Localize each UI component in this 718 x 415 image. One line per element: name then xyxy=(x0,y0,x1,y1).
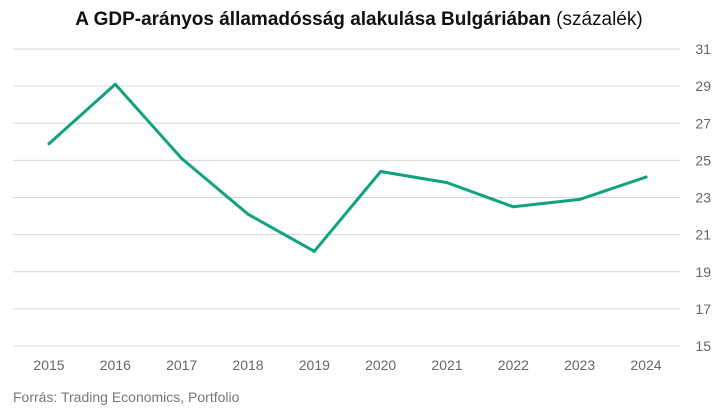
y-tick-label: 29 xyxy=(695,78,711,94)
chart-title-main: A GDP-arányos államadósság alakulása Bul… xyxy=(75,9,551,30)
x-tick-label: 2021 xyxy=(431,357,462,373)
x-tick-label: 2024 xyxy=(630,357,661,373)
y-tick-label: 21 xyxy=(695,227,711,243)
y-tick-label: 23 xyxy=(695,190,711,206)
x-axis-ticks: 2015 2016 2017 2018 2019 2020 2021 2022 2023 2024 xyxy=(33,357,661,373)
x-tick-label: 2022 xyxy=(498,357,529,373)
source-note: Forrás: Trading Economics, Portfolio xyxy=(13,389,240,405)
data-point-2021 xyxy=(445,181,449,185)
y-tick-label: 31 xyxy=(695,41,711,57)
x-tick-label: 2019 xyxy=(299,357,330,373)
data-point-2018 xyxy=(246,212,250,216)
y-tick-label: 17 xyxy=(695,301,711,317)
series-line-0 xyxy=(47,82,648,253)
x-tick-label: 2023 xyxy=(564,357,595,373)
data-point-2015 xyxy=(47,142,51,146)
data-point-2016 xyxy=(113,82,117,86)
y-tick-label: 27 xyxy=(695,115,711,131)
data-point-2017 xyxy=(180,157,184,161)
chart-title: A GDP-arányos államadósság alakulása Bul… xyxy=(0,7,718,33)
y-tick-label: 19 xyxy=(695,264,711,280)
series-layer xyxy=(47,82,648,253)
x-tick-label: 2015 xyxy=(33,357,64,373)
y-tick-label: 15 xyxy=(695,338,711,354)
data-point-2023 xyxy=(578,197,582,201)
x-tick-label: 2016 xyxy=(100,357,131,373)
y-tick-label: 25 xyxy=(695,152,711,168)
data-point-2024 xyxy=(644,175,648,179)
y-axis-ticks: 15 17 19 21 23 25 27 29 31 xyxy=(695,41,711,354)
x-tick-label: 2017 xyxy=(166,357,197,373)
grid-lines xyxy=(13,48,680,347)
x-tick-label: 2020 xyxy=(365,357,396,373)
chart-title-unit: (százalék) xyxy=(556,9,643,30)
data-point-2022 xyxy=(511,205,515,209)
data-point-2019 xyxy=(312,249,316,253)
data-point-2020 xyxy=(379,170,383,174)
x-tick-label: 2018 xyxy=(232,357,263,373)
